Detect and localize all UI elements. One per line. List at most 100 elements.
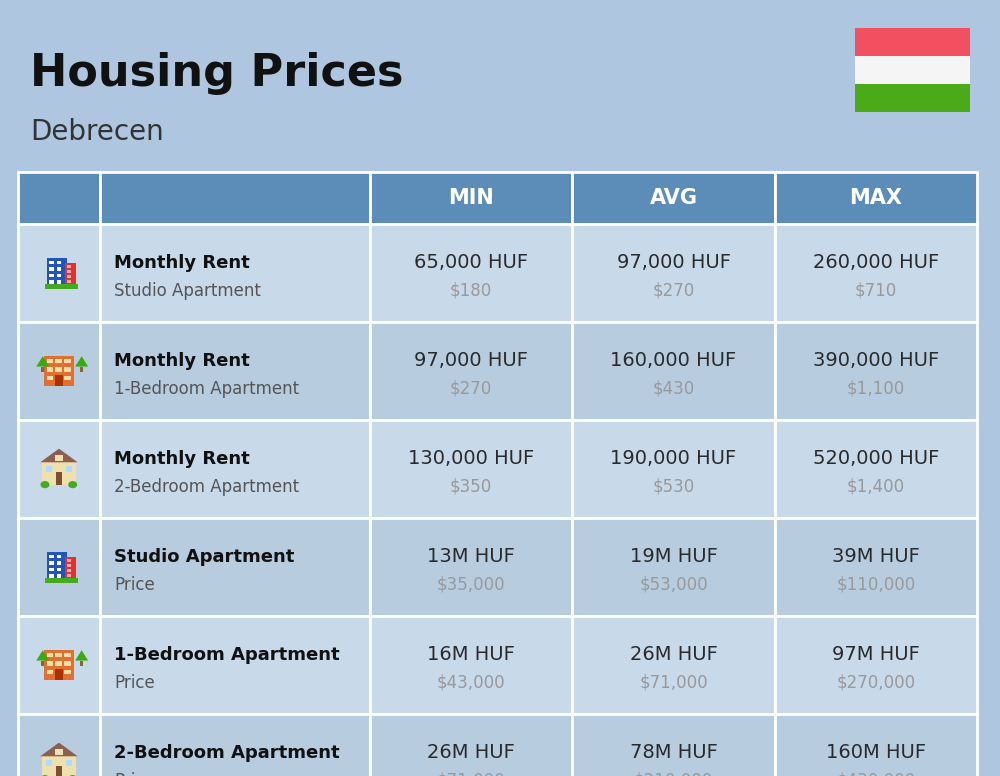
Text: $1,100: $1,100 [847,380,905,398]
Bar [67,265,71,268]
Bar [80,660,83,667]
Text: $530: $530 [652,478,695,496]
Bar [67,564,71,567]
Text: 260,000 HUF: 260,000 HUF [813,254,939,272]
Bar [46,760,52,766]
Bar [18,322,100,420]
Bar [49,280,54,284]
Bar [55,376,62,380]
Bar [55,368,62,372]
Bar [47,359,53,363]
Polygon shape [51,745,67,749]
Bar [47,368,53,372]
Bar [41,366,44,372]
Bar [45,284,78,289]
Text: $430,000: $430,000 [836,772,916,776]
Bar [18,172,100,224]
Bar [45,578,78,584]
Text: $210,000: $210,000 [634,772,713,776]
Bar [64,670,71,674]
Bar [64,359,71,363]
Text: Monthly Rent: Monthly Rent [114,450,250,468]
Bar [572,518,775,616]
Bar [18,616,100,714]
Bar [100,224,370,322]
Bar [49,561,54,565]
Bar [41,660,44,667]
Bar [44,356,74,386]
Text: 1-Bedroom Apartment: 1-Bedroom Apartment [114,380,299,398]
Text: 65,000 HUF: 65,000 HUF [414,254,528,272]
Polygon shape [36,356,49,366]
Bar [47,670,53,674]
Text: Price: Price [114,576,155,594]
Bar [57,555,61,559]
Bar [100,322,370,420]
Bar [572,714,775,776]
Bar [64,653,71,657]
Bar [775,172,977,224]
Text: Monthly Rent: Monthly Rent [114,254,250,272]
Bar [66,760,72,766]
Bar [49,261,54,265]
Text: $110,000: $110,000 [836,576,916,594]
Text: Studio Apartment: Studio Apartment [114,548,294,566]
Bar [18,420,100,518]
Bar [55,670,62,674]
Text: Monthly Rent: Monthly Rent [114,352,250,370]
Bar [775,714,977,776]
Bar [44,650,74,680]
Bar [18,224,100,322]
Bar [65,263,76,286]
Bar [775,322,977,420]
Polygon shape [75,650,88,660]
Bar [64,376,71,380]
Bar [55,670,63,680]
Text: 13M HUF: 13M HUF [427,548,515,566]
Polygon shape [40,743,78,757]
Bar [572,322,775,420]
Bar [370,616,572,714]
Bar [67,570,71,572]
Bar [775,518,977,616]
Text: $270,000: $270,000 [836,674,916,692]
Bar [55,749,63,755]
Ellipse shape [68,775,77,776]
Bar [18,518,100,616]
Bar [49,267,54,271]
Bar [370,714,572,776]
Bar [47,552,67,582]
Bar [100,420,370,518]
Bar [57,261,61,265]
Text: $71,000: $71,000 [437,772,505,776]
Bar [572,420,775,518]
Bar [55,661,62,666]
Text: $180: $180 [450,282,492,300]
Bar [55,359,62,363]
Text: 97,000 HUF: 97,000 HUF [617,254,731,272]
Text: 160,000 HUF: 160,000 HUF [610,352,737,370]
Text: $710: $710 [855,282,897,300]
Bar [47,653,53,657]
Bar [49,567,54,571]
Bar [57,267,61,271]
Text: 97,000 HUF: 97,000 HUF [414,352,528,370]
Text: 26M HUF: 26M HUF [427,743,515,763]
Bar [67,280,71,282]
Text: Debrecen: Debrecen [30,118,164,146]
Ellipse shape [40,481,49,488]
Bar [65,557,76,580]
Text: $430: $430 [652,380,695,398]
Bar [47,258,67,289]
Text: $350: $350 [450,478,492,496]
Bar [370,172,572,224]
Bar [100,172,370,224]
Text: 78M HUF: 78M HUF [630,743,717,763]
Text: 1-Bedroom Apartment: 1-Bedroom Apartment [114,646,340,664]
Bar [80,366,83,372]
Ellipse shape [40,775,49,776]
Bar [572,616,775,714]
Bar [64,368,71,372]
Bar [572,172,775,224]
Text: Housing Prices: Housing Prices [30,52,404,95]
